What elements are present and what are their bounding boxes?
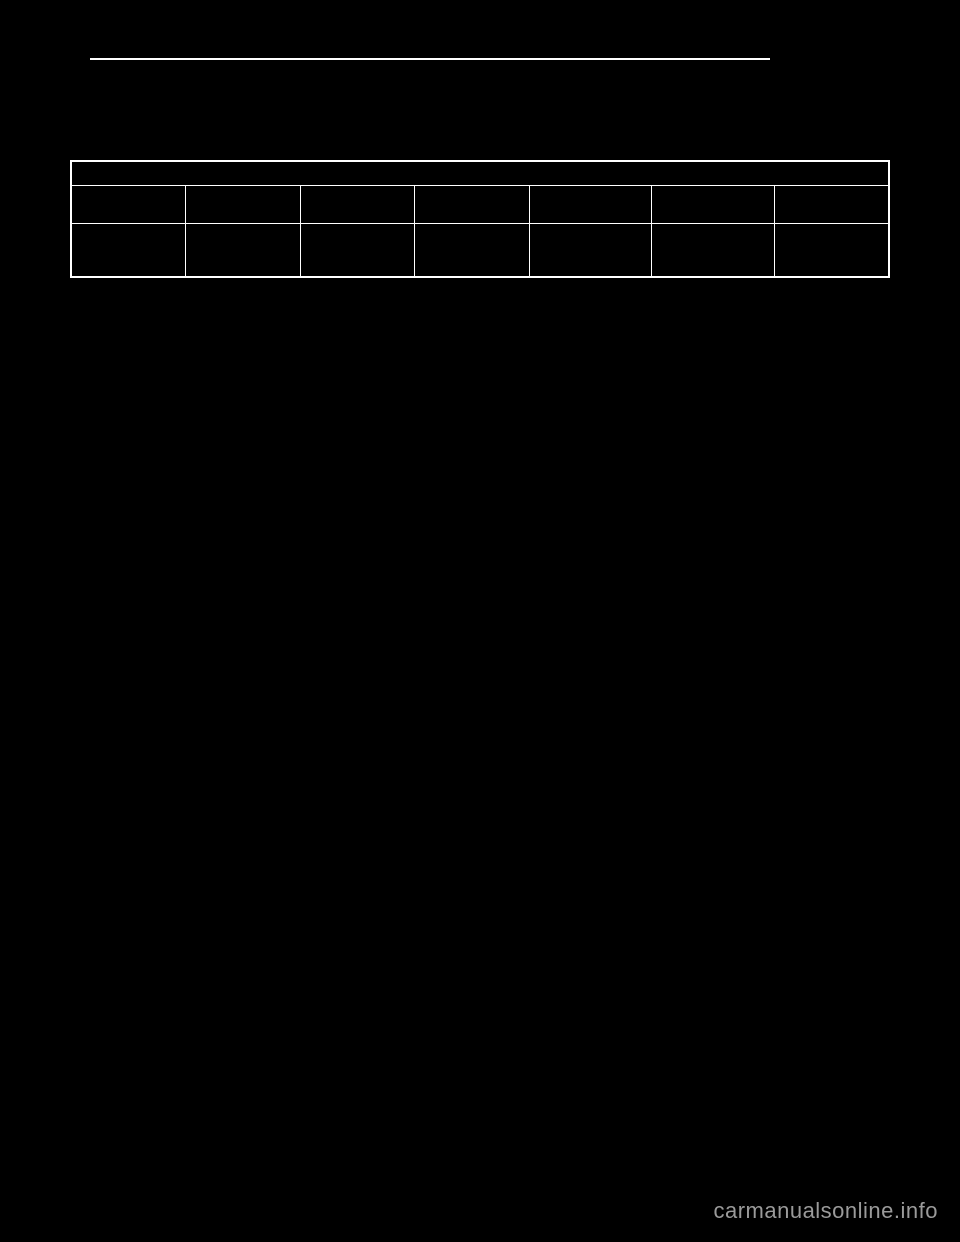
- table-data-cell: [774, 223, 889, 277]
- table-header-cell: [71, 185, 186, 223]
- table-spanner-row: [71, 161, 889, 185]
- table-spanner-cell: [71, 161, 889, 185]
- table-data-cell: [71, 223, 186, 277]
- table-data-cell: [529, 223, 652, 277]
- table-header-row: [71, 185, 889, 223]
- watermark-text: carmanualsonline.info: [713, 1198, 938, 1224]
- document-page: carmanualsonline.info: [0, 0, 960, 1242]
- data-table: [70, 160, 890, 278]
- data-table-container: [70, 160, 890, 278]
- table-data-cell: [186, 223, 301, 277]
- table-data-cell: [652, 223, 775, 277]
- table-header-cell: [415, 185, 530, 223]
- table-data-row: [71, 223, 889, 277]
- table-header-cell: [529, 185, 652, 223]
- table-data-cell: [415, 223, 530, 277]
- table-data-cell: [300, 223, 415, 277]
- table-header-cell: [186, 185, 301, 223]
- table-header-cell: [652, 185, 775, 223]
- table-header-cell: [774, 185, 889, 223]
- header-divider-line: [90, 58, 770, 60]
- table-header-cell: [300, 185, 415, 223]
